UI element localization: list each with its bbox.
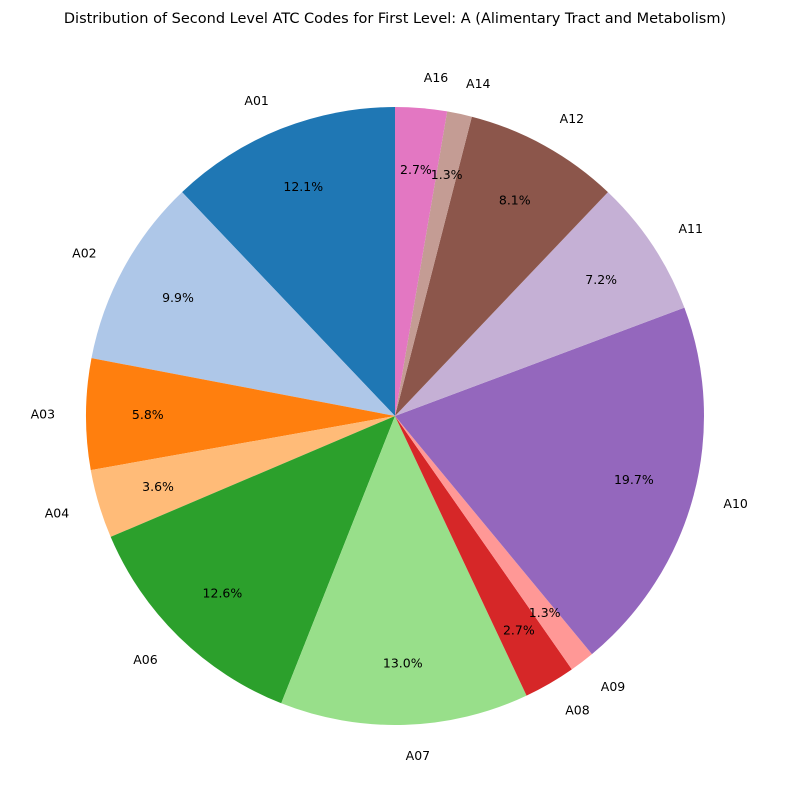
category-label-a07: A07 [406,748,430,763]
category-label-a12: A12 [560,111,584,126]
pie-slice-a07 [281,416,527,725]
pie-slice-a16 [395,107,448,416]
pie-slice-a02 [91,192,395,416]
pie-slice-a01 [182,107,395,416]
pie-slice-a08 [395,416,572,696]
percent-label-a01: 12.1% [283,179,323,194]
percent-label-a02: 9.9% [162,290,194,305]
category-labels: A01 A02 A03 A04 A06 A07 A08 A09 A10 A11 A12 A14 A16 [31,70,748,763]
category-label-a16: A16 [424,70,449,85]
percent-label-a09: 1.3% [529,605,561,620]
category-label-a14: A14 [466,76,491,91]
pie-slice-a14 [395,111,472,416]
pie-slice-a09 [395,416,592,670]
category-label-a04: A04 [45,505,70,520]
pie-slice-a04 [90,416,395,537]
pie-slice-a11 [395,192,685,416]
percent-label-a12: 8.1% [499,192,531,207]
category-label-a03: A03 [31,406,55,421]
category-label-a02: A02 [72,246,96,261]
category-label-a01: A01 [244,93,268,108]
category-label-a08: A08 [565,703,590,718]
category-label-a06: A06 [133,652,158,667]
percent-label-a07: 13.0% [383,656,423,671]
category-label-a10: A10 [723,496,748,511]
percent-label-a16: 2.7% [400,162,432,177]
percent-label-a10: 19.7% [614,472,654,487]
pie-slice-a12 [395,116,608,417]
pie-slice-a10 [395,307,704,655]
percent-label-a03: 5.8% [132,407,164,422]
chart-title: Distribution of Second Level ATC Codes f… [64,11,726,27]
percent-label-a04: 3.6% [142,479,174,494]
percent-label-a08: 2.7% [503,622,535,637]
percent-label-a06: 12.6% [203,585,243,600]
category-label-a09: A09 [601,679,626,694]
pie-slice-a06 [110,416,395,704]
pie-slices [85,107,704,725]
percent-labels: 12.1%9.9%5.8%3.6%12.6%13.0%2.7%1.3%19.7%… [132,162,654,670]
pie-slice-a03 [85,358,395,471]
category-label-a11: A11 [679,221,703,236]
percent-label-a11: 7.2% [585,272,617,287]
percent-label-a14: 1.3% [431,167,463,182]
